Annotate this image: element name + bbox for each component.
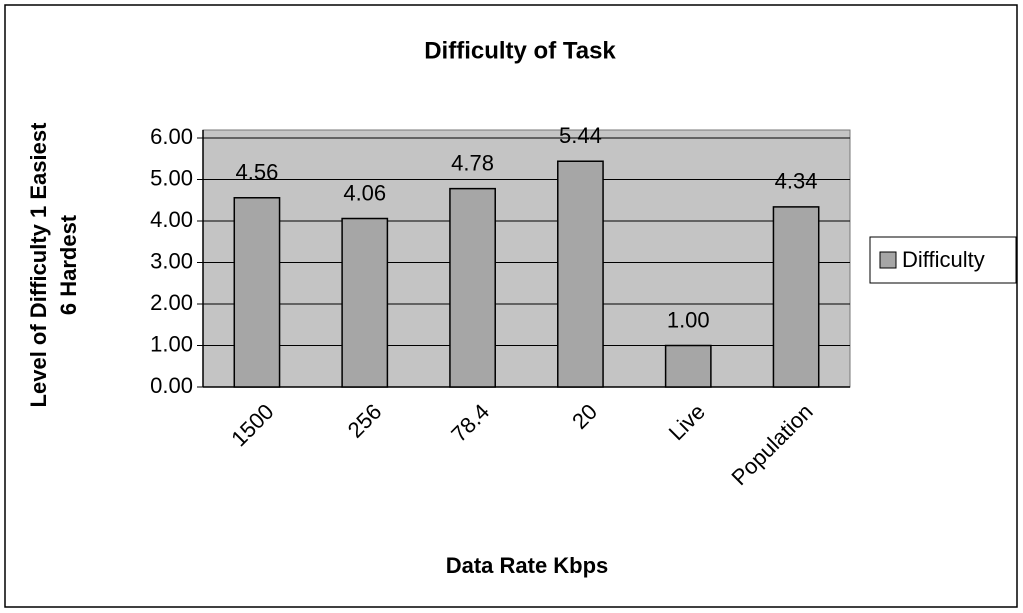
data-label: 4.34 [775,169,818,194]
x-axis-label: Data Rate Kbps [446,553,609,578]
bar [557,160,604,388]
y-tick-label: 6.00 [150,124,193,149]
data-label: 5.44 [559,123,602,148]
plot-area [202,129,851,388]
y-tick-label: 4.00 [150,207,193,232]
y-tick-label: 0.00 [150,373,193,398]
y-tick-label: 2.00 [150,290,193,315]
y-tick-label: 1.00 [150,331,193,356]
bar [449,187,496,388]
y-axis-label: 6 Hardest [56,214,81,315]
data-label: 4.06 [343,180,386,205]
bar [772,206,820,388]
y-tick-label: 5.00 [150,165,193,190]
data-label: 4.56 [236,160,279,185]
data-label: 1.00 [667,307,710,332]
bar [664,344,712,388]
y-tick-label: 3.00 [150,248,193,273]
data-label: 4.78 [451,150,494,175]
legend-label: Difficulty [902,247,985,272]
chart-title: Difficulty of Task [424,37,616,64]
bar [233,197,281,388]
y-axis-label: Level of Difficulty 1 Easiest [26,122,51,408]
bar [341,217,389,388]
legend-swatch [879,251,897,269]
